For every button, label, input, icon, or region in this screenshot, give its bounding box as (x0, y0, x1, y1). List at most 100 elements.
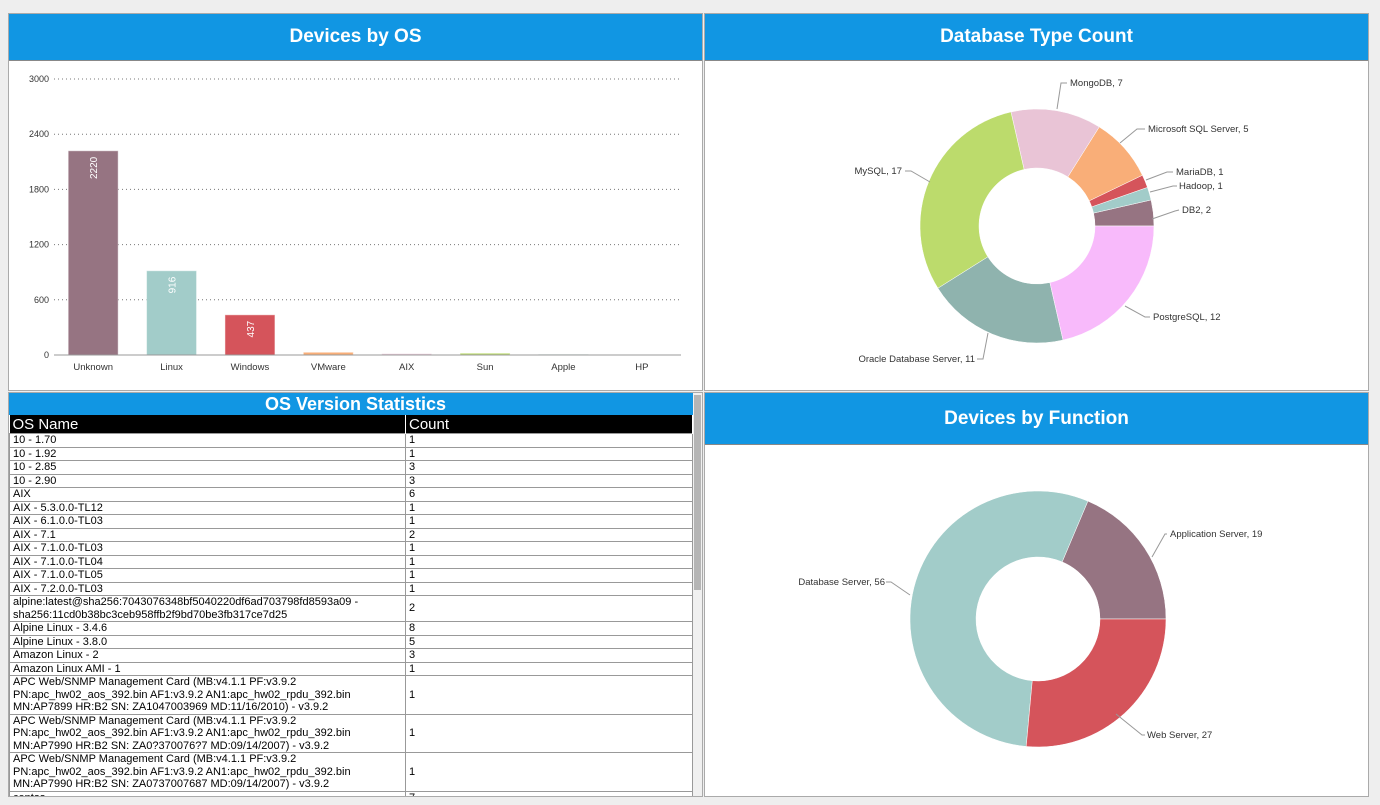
database-type-chart: DB2, 2 Hadoop, 1 MariaDB, 1 Microsoft SQL S… (854, 78, 1249, 365)
table-row[interactable]: AIX - 5.3.0.0-TL12 1 (9, 500, 693, 515)
os-version-table: OS Name Count 10 - 1.70 1 10 - 1.92 1 10 - 2… (9, 415, 693, 796)
os-name-cell: AIX - 6.1.0.0-TL03 (9, 514, 406, 529)
table-row[interactable]: APC Web/SNMP Management Card (MB:v4.1.1 … (9, 713, 693, 753)
os-name-cell: AIX - 7.1.0.0-TL03 (9, 541, 406, 556)
slice-web-server (1025, 618, 1167, 748)
table-row[interactable]: AIX - 7.2.0.0-TL03 1 (9, 581, 693, 596)
leader-line (1124, 305, 1150, 318)
devices-by-function-chart: Application Server, 19 Database Server, 5… (798, 490, 1262, 748)
database-type-panel: Database Type Count DB2, 2 Hadoop, 1 Maria… (704, 13, 1369, 391)
leader-line (1115, 713, 1145, 736)
count-cell: 1 (405, 675, 693, 715)
bar-linux (146, 270, 198, 356)
table-row[interactable]: centos7 (9, 790, 693, 796)
os-name-cell: Amazon Linux AMI - 1 (9, 661, 406, 676)
os-name-cell: APC Web/SNMP Management Card (MB:v4.1.1 … (9, 713, 406, 753)
count-cell: 1 (405, 568, 693, 583)
count-cell: 1 (405, 661, 693, 676)
os-name-cell: Alpine Linux - 3.8.0 (9, 634, 406, 649)
slice-label: Database Server, 56 (798, 577, 885, 588)
os-name-cell: APC Web/SNMP Management Card (MB:v4.1.1 … (9, 675, 406, 715)
panel-title: OS Version Statistics (9, 393, 702, 415)
table-row[interactable]: APC Web/SNMP Management Card (MB:v4.1.1 … (9, 675, 693, 715)
bar-unknown (67, 150, 119, 356)
os-version-panel: OS Version Statistics OS Name Count 10 -… (8, 392, 703, 797)
os-name-cell: APC Web/SNMP Management Card (MB:v4.1.1 … (9, 752, 406, 792)
table-row[interactable]: APC Web/SNMP Management Card (MB:v4.1.1 … (9, 752, 693, 792)
count-cell: 1 (405, 433, 693, 448)
slice-label: PostgreSQL, 12 (1153, 312, 1221, 323)
count-cell: 2 (405, 595, 693, 622)
y-tick-label: 1200 (29, 240, 49, 250)
os-name-cell: alpine:latest@sha256:7043076348bf5040220… (9, 595, 406, 622)
x-tick-label: Linux (160, 362, 183, 373)
count-cell: 1 (405, 500, 693, 515)
os-name-cell: Amazon Linux - 2 (9, 648, 406, 663)
os-name-cell: AIX - 7.1 (9, 527, 406, 542)
y-tick-label: 600 (34, 295, 49, 305)
table-scrollbar[interactable] (693, 393, 702, 796)
os-name-cell: AIX - 7.2.0.0-TL03 (9, 581, 406, 596)
count-cell: 1 (405, 713, 693, 753)
os-name-cell: 10 - 2.90 (9, 473, 406, 488)
table-row[interactable]: AIX - 7.1.0.0-TL05 1 (9, 568, 693, 583)
table-row[interactable]: Alpine Linux - 3.8.0 5 (9, 634, 693, 649)
x-tick-label: HP (635, 362, 648, 373)
leader-line (1151, 533, 1167, 558)
leader-line (977, 332, 989, 360)
devices-by-function-panel: Devices by Function Application Server, … (704, 392, 1369, 797)
count-cell: 6 (405, 487, 693, 502)
data-label: 2220 (89, 156, 100, 179)
table-row[interactable]: AIX - 6.1.0.0-TL03 1 (9, 514, 693, 529)
slice-label: Web Server, 27 (1147, 730, 1212, 741)
slice-label: Oracle Database Server, 11 (858, 354, 975, 365)
devices-by-os-panel: Devices by OS 0 600 1200 1800 2400 3000 Unknow… (8, 13, 703, 391)
table-row[interactable]: alpine:latest@sha256:7043076348bf5040220… (9, 595, 693, 622)
table-row[interactable]: 10 - 2.90 3 (9, 473, 693, 488)
panel-title: Devices by OS (9, 14, 702, 61)
leader-line (1056, 82, 1067, 110)
os-name-cell: AIX - 5.3.0.0-TL12 (9, 500, 406, 515)
table-row[interactable]: AIX - 7.1 2 (9, 527, 693, 542)
slice-postgresql (1049, 225, 1155, 341)
os-name-cell: centos (9, 790, 406, 796)
x-tick-label: VMware (311, 362, 346, 373)
count-cell: 8 (405, 621, 693, 636)
y-tick-label: 2400 (29, 129, 49, 139)
y-tick-label: 3000 (29, 74, 49, 84)
count-cell: 7 (405, 790, 693, 796)
table-row[interactable]: 10 - 1.70 1 (9, 433, 693, 448)
slice-label: Application Server, 19 (1170, 529, 1262, 540)
table-row[interactable]: AIX - 7.1.0.0-TL04 1 (9, 554, 693, 569)
column-header-count[interactable]: Count (405, 415, 693, 434)
table-row[interactable]: 10 - 2.85 3 (9, 460, 693, 475)
table-row[interactable]: Alpine Linux - 3.4.6 8 (9, 621, 693, 636)
devices-by-os-chart: 0 600 1200 1800 2400 3000 Unknown 2220 Linux 916 W… (29, 74, 681, 373)
x-tick-label: Sun (477, 362, 494, 373)
count-cell: 3 (405, 460, 693, 475)
panel-title: Database Type Count (705, 14, 1368, 61)
os-name-cell: Alpine Linux - 3.4.6 (9, 621, 406, 636)
x-tick-label: AIX (399, 362, 415, 373)
count-cell: 1 (405, 541, 693, 556)
table-row[interactable]: AIX 6 (9, 487, 693, 502)
slice-label: Hadoop, 1 (1179, 181, 1223, 192)
table-row[interactable]: AIX - 7.1.0.0-TL03 1 (9, 541, 693, 556)
slice-label: MongoDB, 7 (1070, 78, 1123, 89)
table-row[interactable]: 10 - 1.92 1 (9, 446, 693, 461)
leader-line (886, 581, 911, 596)
data-label: 916 (168, 276, 179, 293)
panel-title: Devices by Function (705, 393, 1368, 445)
count-cell: 3 (405, 648, 693, 663)
slice-label: MySQL, 17 (854, 166, 902, 177)
x-tick-label: Unknown (73, 362, 113, 373)
os-name-cell: AIX - 7.1.0.0-TL04 (9, 554, 406, 569)
os-name-cell: AIX - 7.1.0.0-TL05 (9, 568, 406, 583)
x-tick-label: Apple (551, 362, 575, 373)
column-header-os-name[interactable]: OS Name (9, 415, 406, 434)
scrollbar-thumb[interactable] (694, 395, 701, 590)
slice-label: Microsoft SQL Server, 5 (1148, 124, 1249, 135)
os-name-cell: AIX (9, 487, 406, 502)
